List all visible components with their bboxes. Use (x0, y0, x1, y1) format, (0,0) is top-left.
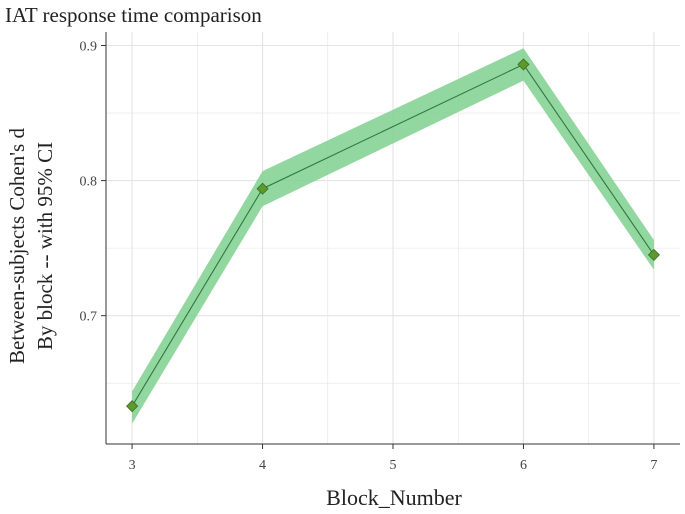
axes (101, 32, 680, 449)
y-tick-label: 0.9 (80, 40, 98, 55)
data-point (647, 248, 660, 261)
tick-labels: 3 4 5 6 7 0.7 0.8 0.9 (80, 40, 658, 473)
chart-title: IAT response time comparison (5, 3, 262, 27)
x-tick-label: 6 (520, 458, 527, 473)
ci-ribbon (132, 48, 654, 424)
y-tick-label: 0.8 (80, 175, 98, 190)
x-tick-label: 7 (650, 458, 657, 473)
data-points (126, 58, 660, 413)
ci-ribbon-group (132, 48, 654, 424)
x-tick-label: 3 (129, 458, 136, 473)
y-tick-label: 0.7 (80, 310, 98, 325)
y-axis-label-line2: By block -- with 95% CI (33, 142, 57, 350)
series-line (131, 63, 655, 407)
y-axis-label-line1: Between-subjects Cohen's d (5, 128, 29, 364)
x-tick-label: 5 (390, 458, 397, 473)
x-axis-label: Block_Number (326, 485, 462, 510)
data-point (256, 182, 269, 195)
series-line-group (131, 63, 655, 407)
grid (106, 32, 680, 444)
data-point (517, 58, 530, 71)
x-tick-label: 4 (259, 458, 266, 473)
data-point (126, 400, 139, 413)
